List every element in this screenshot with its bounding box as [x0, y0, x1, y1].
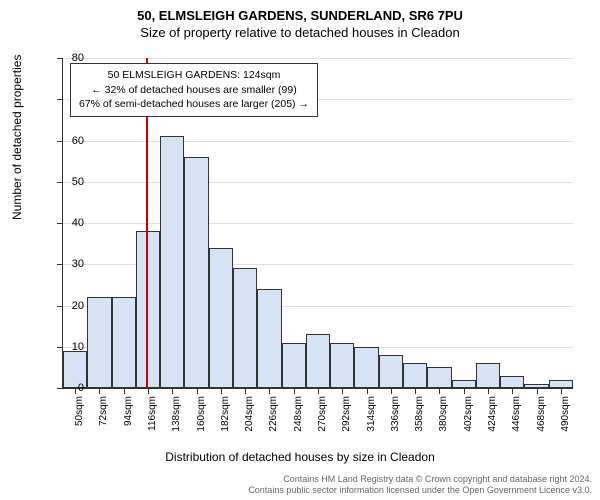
histogram-bar: [549, 380, 573, 388]
histogram-bar: [233, 268, 257, 388]
histogram-bar: [403, 363, 427, 388]
x-tick-label: 490sqm: [560, 396, 571, 434]
footer-attribution: Contains HM Land Registry data © Crown c…: [248, 474, 592, 497]
chart-container: 50, ELMSLEIGH GARDENS, SUNDERLAND, SR6 7…: [0, 0, 600, 500]
histogram-bar: [500, 376, 524, 388]
histogram-bar: [282, 343, 306, 388]
x-tick-label: 446sqm: [511, 396, 522, 434]
x-tick-label: 138sqm: [171, 396, 182, 434]
info-annotation-box: 50 ELMSLEIGH GARDENS: 124sqm← 32% of det…: [70, 63, 318, 117]
x-tick-label: 358sqm: [414, 396, 425, 434]
histogram-bar: [354, 347, 378, 388]
grid-line: [63, 223, 573, 224]
histogram-bar: [452, 380, 476, 388]
info-line3: 67% of semi-detached houses are larger (…: [79, 97, 309, 112]
x-tick: [512, 388, 513, 394]
x-tick: [197, 388, 198, 394]
info-line1: 50 ELMSLEIGH GARDENS: 124sqm: [79, 68, 309, 83]
histogram-bar: [160, 136, 184, 388]
x-tick: [221, 388, 222, 394]
histogram-bar: [257, 289, 281, 388]
histogram-bar: [427, 367, 451, 388]
x-tick-label: 94sqm: [123, 396, 134, 434]
histogram-bar: [112, 297, 136, 388]
y-axis-title: Number of detached properties: [10, 55, 24, 220]
y-tick-label: 60: [54, 135, 84, 147]
x-tick: [294, 388, 295, 394]
footer-line2: Contains public sector information licen…: [248, 485, 592, 497]
x-tick-label: 380sqm: [438, 396, 449, 434]
y-tick-label: 40: [54, 217, 84, 229]
x-tick-label: 336sqm: [390, 396, 401, 434]
x-tick-label: 270sqm: [317, 396, 328, 434]
chart-title-main: 50, ELMSLEIGH GARDENS, SUNDERLAND, SR6 7…: [0, 0, 600, 23]
y-tick-label: 10: [54, 341, 84, 353]
y-tick-label: 0: [54, 382, 84, 394]
x-axis-title: Distribution of detached houses by size …: [0, 450, 600, 464]
x-tick-label: 204sqm: [244, 396, 255, 434]
x-tick-label: 314sqm: [366, 396, 377, 434]
y-tick-label: 50: [54, 176, 84, 188]
x-tick: [99, 388, 100, 394]
x-tick-label: 424sqm: [487, 396, 498, 434]
x-tick: [269, 388, 270, 394]
x-tick: [537, 388, 538, 394]
histogram-bar: [306, 334, 330, 388]
histogram-bar: [184, 157, 208, 388]
x-tick-label: 226sqm: [268, 396, 279, 434]
histogram-bar: [379, 355, 403, 388]
footer-line1: Contains HM Land Registry data © Crown c…: [248, 474, 592, 486]
x-tick: [464, 388, 465, 394]
x-tick-label: 72sqm: [98, 396, 109, 434]
info-line2: ← 32% of detached houses are smaller (99…: [79, 83, 309, 98]
x-tick-label: 160sqm: [196, 396, 207, 434]
grid-line: [63, 182, 573, 183]
x-tick: [488, 388, 489, 394]
x-tick: [367, 388, 368, 394]
grid-line: [63, 58, 573, 59]
x-tick: [415, 388, 416, 394]
x-tick-label: 468sqm: [536, 396, 547, 434]
x-tick-label: 292sqm: [341, 396, 352, 434]
x-tick-label: 50sqm: [74, 396, 85, 434]
x-tick: [318, 388, 319, 394]
grid-line: [63, 141, 573, 142]
histogram-bar: [330, 343, 354, 388]
chart-title-sub: Size of property relative to detached ho…: [0, 23, 600, 40]
x-tick: [245, 388, 246, 394]
x-tick-label: 182sqm: [220, 396, 231, 434]
x-tick: [561, 388, 562, 394]
y-tick-label: 30: [54, 258, 84, 270]
histogram-bar: [136, 231, 160, 388]
histogram-bar: [209, 248, 233, 388]
x-tick: [391, 388, 392, 394]
x-tick-label: 116sqm: [147, 396, 158, 434]
x-tick: [124, 388, 125, 394]
x-tick-label: 248sqm: [293, 396, 304, 434]
y-tick-label: 20: [54, 300, 84, 312]
x-tick: [439, 388, 440, 394]
x-tick: [342, 388, 343, 394]
x-tick: [148, 388, 149, 394]
histogram-bar: [87, 297, 111, 388]
x-tick: [172, 388, 173, 394]
histogram-bar: [476, 363, 500, 388]
x-tick-label: 402sqm: [463, 396, 474, 434]
